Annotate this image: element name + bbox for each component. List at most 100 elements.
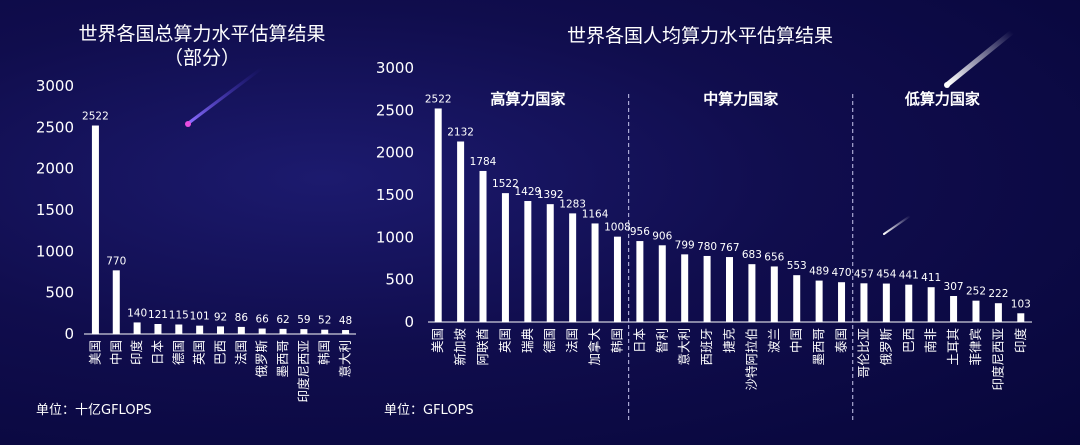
y-tick-label: 0	[64, 325, 74, 343]
category-label: 波兰	[766, 328, 781, 353]
category-label: 英国	[497, 328, 512, 353]
group-label: 高算力国家	[490, 90, 565, 108]
bar	[726, 257, 733, 322]
bar-value-label: 470	[832, 267, 852, 279]
y-tick-label: 3000	[376, 59, 414, 77]
category-label: 西班牙	[699, 328, 714, 366]
bar-value-label: 52	[318, 315, 331, 327]
y-tick-label: 1500	[376, 186, 414, 204]
bar	[237, 326, 245, 334]
group-label: 中算力国家	[703, 90, 778, 108]
bar	[658, 245, 666, 322]
bar-value-label: 66	[256, 314, 270, 326]
category-label: 新加坡	[453, 328, 468, 366]
right-group-annotations: 高算力国家 中算力国家 低算力国家	[490, 90, 980, 422]
bar-value-label: 1784	[470, 156, 497, 168]
bar	[905, 284, 913, 322]
category-label: 哥伦比亚	[856, 328, 871, 378]
bar-value-label: 59	[297, 314, 310, 326]
category-label: 法国	[565, 328, 580, 353]
bar	[112, 270, 120, 334]
right-chart-title: 世界各国人均算力水平估算结果	[567, 25, 833, 47]
bar	[950, 296, 958, 322]
y-tick-label: 3000	[36, 77, 74, 95]
category-label: 美国	[430, 328, 445, 353]
bar	[882, 283, 890, 322]
total-compute-chart: 世界各国总算力水平估算结果 （部分） 0 500 1000 1500 2000 2500 3…	[36, 23, 356, 418]
bar	[133, 322, 141, 334]
bar	[434, 108, 442, 322]
bar-value-label: 121	[148, 309, 168, 321]
category-label: 巴西	[901, 328, 916, 353]
bar-value-label: 411	[921, 272, 941, 284]
y-tick-label: 500	[385, 271, 414, 289]
category-label: 韩国	[609, 328, 624, 353]
bar	[154, 323, 162, 334]
category-label: 日本	[632, 328, 647, 354]
bar	[815, 280, 823, 322]
category-label: 泰国	[834, 328, 849, 353]
bar-value-label: 307	[944, 281, 964, 293]
bar-value-label: 115	[169, 309, 189, 321]
right-y-axis: 0 500 1000 1500 2000 2500 3000	[376, 59, 414, 331]
y-tick-label: 0	[404, 313, 414, 331]
bar-value-label: 1522	[492, 178, 519, 190]
bar	[321, 329, 329, 334]
bar-value-label: 956	[630, 226, 650, 238]
left-y-axis: 0 500 1000 1500 2000 2500 3000	[36, 77, 74, 343]
category-label: 印度尼西亚	[296, 340, 311, 403]
category-label: 中国	[108, 340, 123, 365]
y-tick-label: 1000	[376, 228, 414, 246]
left-unit-label: 单位：十亿GFLOPS	[36, 403, 152, 418]
bar	[569, 213, 577, 322]
meteor-decoration-left	[185, 66, 264, 127]
bar	[342, 330, 350, 334]
per-capita-compute-chart: 世界各国人均算力水平估算结果 050010001500200025003000 …	[376, 25, 1032, 422]
bar	[681, 254, 689, 322]
left-bars	[91, 125, 350, 334]
bar-value-label: 454	[876, 269, 896, 281]
bar-value-label: 683	[742, 249, 762, 261]
bar	[613, 236, 621, 322]
bar	[501, 193, 509, 322]
category-label: 巴西	[213, 340, 228, 365]
category-label: 俄罗斯	[878, 328, 893, 366]
bar-value-label: 92	[214, 311, 227, 323]
category-label: 英国	[192, 340, 207, 365]
bar-value-label: 86	[235, 312, 249, 324]
bar	[703, 255, 711, 322]
bar-value-label: 489	[809, 266, 829, 278]
category-label: 中国	[789, 328, 804, 353]
bar	[793, 275, 801, 322]
bar	[91, 125, 99, 334]
bar-value-label: 1164	[582, 208, 609, 220]
bar-value-label: 103	[1011, 298, 1031, 310]
y-tick-label: 2000	[36, 160, 74, 178]
bar	[1017, 313, 1025, 322]
category-label: 意大利	[338, 340, 353, 378]
bar-value-label: 2132	[447, 126, 474, 138]
bar	[196, 325, 204, 334]
category-label: 德国	[542, 328, 557, 353]
bar-value-label: 2522	[82, 111, 109, 123]
bar	[258, 328, 266, 334]
category-label: 加拿大	[587, 328, 602, 366]
bar	[175, 324, 183, 334]
bar-value-label: 48	[339, 315, 352, 327]
bar	[838, 282, 846, 322]
bar	[748, 264, 756, 322]
category-label: 印度	[129, 340, 144, 366]
group-label: 低算力国家	[904, 90, 980, 108]
category-label: 智利	[654, 328, 669, 353]
bar-value-label: 2522	[425, 93, 452, 105]
y-tick-label: 500	[45, 284, 74, 302]
left-chart-title: 世界各国总算力水平估算结果	[78, 23, 325, 45]
bar-value-label: 1008	[604, 222, 631, 234]
category-label: 南非	[923, 328, 938, 353]
bar	[546, 204, 554, 322]
bar-value-label: 906	[652, 230, 672, 242]
bar-value-label: 770	[106, 255, 126, 267]
bar-value-label: 780	[697, 241, 717, 253]
bar-value-label: 140	[127, 307, 147, 319]
